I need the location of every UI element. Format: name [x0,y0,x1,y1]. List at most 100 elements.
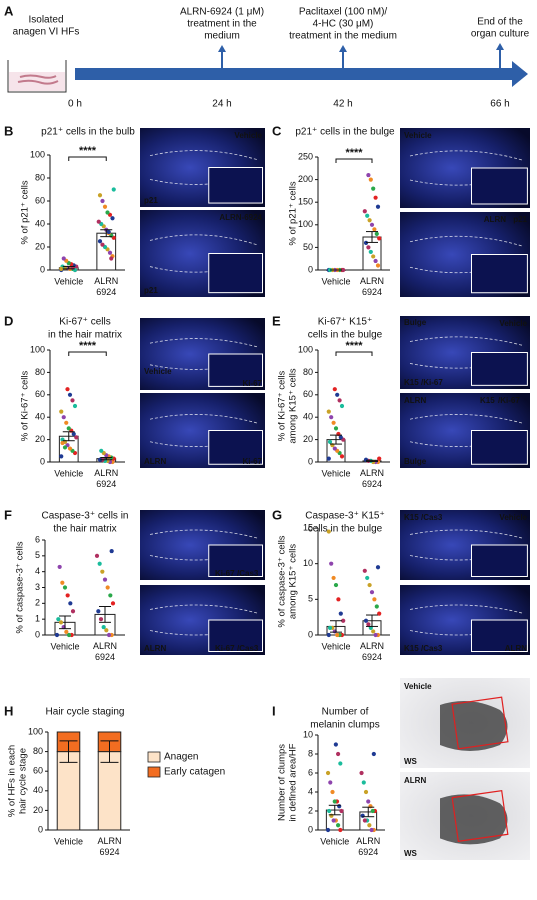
data-point [362,568,367,573]
panel-label: E [272,313,281,328]
micrograph-label: Ki-67 [242,379,262,388]
y-tick-label: 0 [308,264,313,274]
data-point [327,625,333,630]
error-bar [330,434,342,445]
chart-title: cells in the bulge [308,524,383,535]
timeline-bar [75,68,514,80]
data-point [369,222,375,227]
panel-label: F [4,507,12,522]
y-tick-label: 1 [35,614,40,624]
step-label: anagen VI HFs [13,27,80,38]
error-bar [62,266,75,270]
data-point [96,609,101,614]
y-tick-label: 40 [303,412,313,422]
data-point [100,569,105,574]
data-point [109,548,114,554]
data-point [326,409,331,414]
y-tick-label: 2 [35,598,40,608]
y-axis-label: in defined area/HF [288,743,299,821]
data-point [341,267,346,273]
inset [208,253,263,294]
data-point [60,440,65,446]
data-point [336,823,341,828]
y-tick-label: 15 [303,522,313,532]
x-tick-label: Vehicle [321,276,350,286]
data-point [65,387,70,392]
micrograph-label: /Ki-67 [421,378,443,387]
panel-label: G [272,507,282,522]
data-point [366,245,371,250]
error-bar [328,804,341,816]
inset [208,430,263,465]
data-point [375,263,381,268]
step-arrowhead [218,45,226,52]
y-axis-label: % of Ki-67⁺ cells [20,371,31,442]
data-point [373,258,378,264]
data-point [68,601,73,606]
data-point [102,577,108,582]
micrograph-label: Bulge [404,457,427,466]
data-point [368,804,373,809]
micrograph: ALRN K15/Ki-67 Bulge [400,393,530,468]
step-label: medium [204,31,240,42]
micrograph: Vehicle Ki-67 [140,318,265,390]
data-point [366,622,371,627]
step-label: Isolated [28,15,63,26]
data-point [363,789,369,795]
data-point [369,590,375,595]
data-point [105,585,110,590]
y-tick-label: 100 [30,344,45,354]
bar-segment [56,751,81,831]
data-point [101,624,106,630]
culture-dish [7,60,67,93]
data-point [330,789,335,795]
y-tick-label: 80 [35,367,45,377]
data-point [66,426,71,431]
step-arrowhead [496,43,504,50]
x-tick-label: ALRN 6924 [360,468,384,489]
data-point [333,426,339,431]
data-point [362,818,367,823]
data-point [367,823,372,828]
roi-box [451,790,509,842]
chart-title: in the hair matrix [48,330,122,341]
y-axis-label: Number of clumps [277,744,288,821]
x-tick-label: ALRN 6924 [360,641,384,662]
micrograph-label: Vehicle [144,367,172,376]
y-tick-label: 80 [33,746,43,756]
data-point [325,770,331,776]
data-point [365,575,370,581]
y-axis-label: % of caspase-3⁺ cells [277,535,288,627]
significance-label: **** [79,145,97,157]
micrograph-label: /Cas3 [237,644,259,653]
chart-title: the hair matrix [53,524,116,535]
y-tick-label: 20 [33,805,43,815]
micrograph: ALRN-6924 p21 [140,210,265,297]
micrograph: K15/Cas3 ALRN [400,585,530,655]
legend-swatch [147,751,161,763]
data-point [325,827,331,833]
data-point [98,617,104,622]
data-point [97,193,103,198]
y-axis-label: hair cycle stage [18,748,29,814]
y-tick-label: 60 [35,389,45,399]
y-tick-label: 100 [30,149,45,159]
data-point [61,415,66,420]
micrograph-label: Bulge [404,318,427,327]
inset [208,544,263,577]
micrograph-label: ALRN [505,644,527,653]
x-tick-label: ALRN 6924 [93,641,117,662]
micrograph: Ki-67/Cas3 [140,510,265,580]
y-tick-label: 0 [38,824,43,834]
micrograph-label: ALRN-6924 [219,213,262,222]
data-point [362,209,367,214]
error-bar [100,740,119,763]
y-tick-label: 20 [35,434,45,444]
data-point [59,454,64,459]
data-point [97,457,103,462]
data-point [338,611,343,616]
data-point [377,456,382,461]
micrograph-label: p21 [144,196,158,205]
y-axis-label: among K15⁺ cells [288,368,299,443]
